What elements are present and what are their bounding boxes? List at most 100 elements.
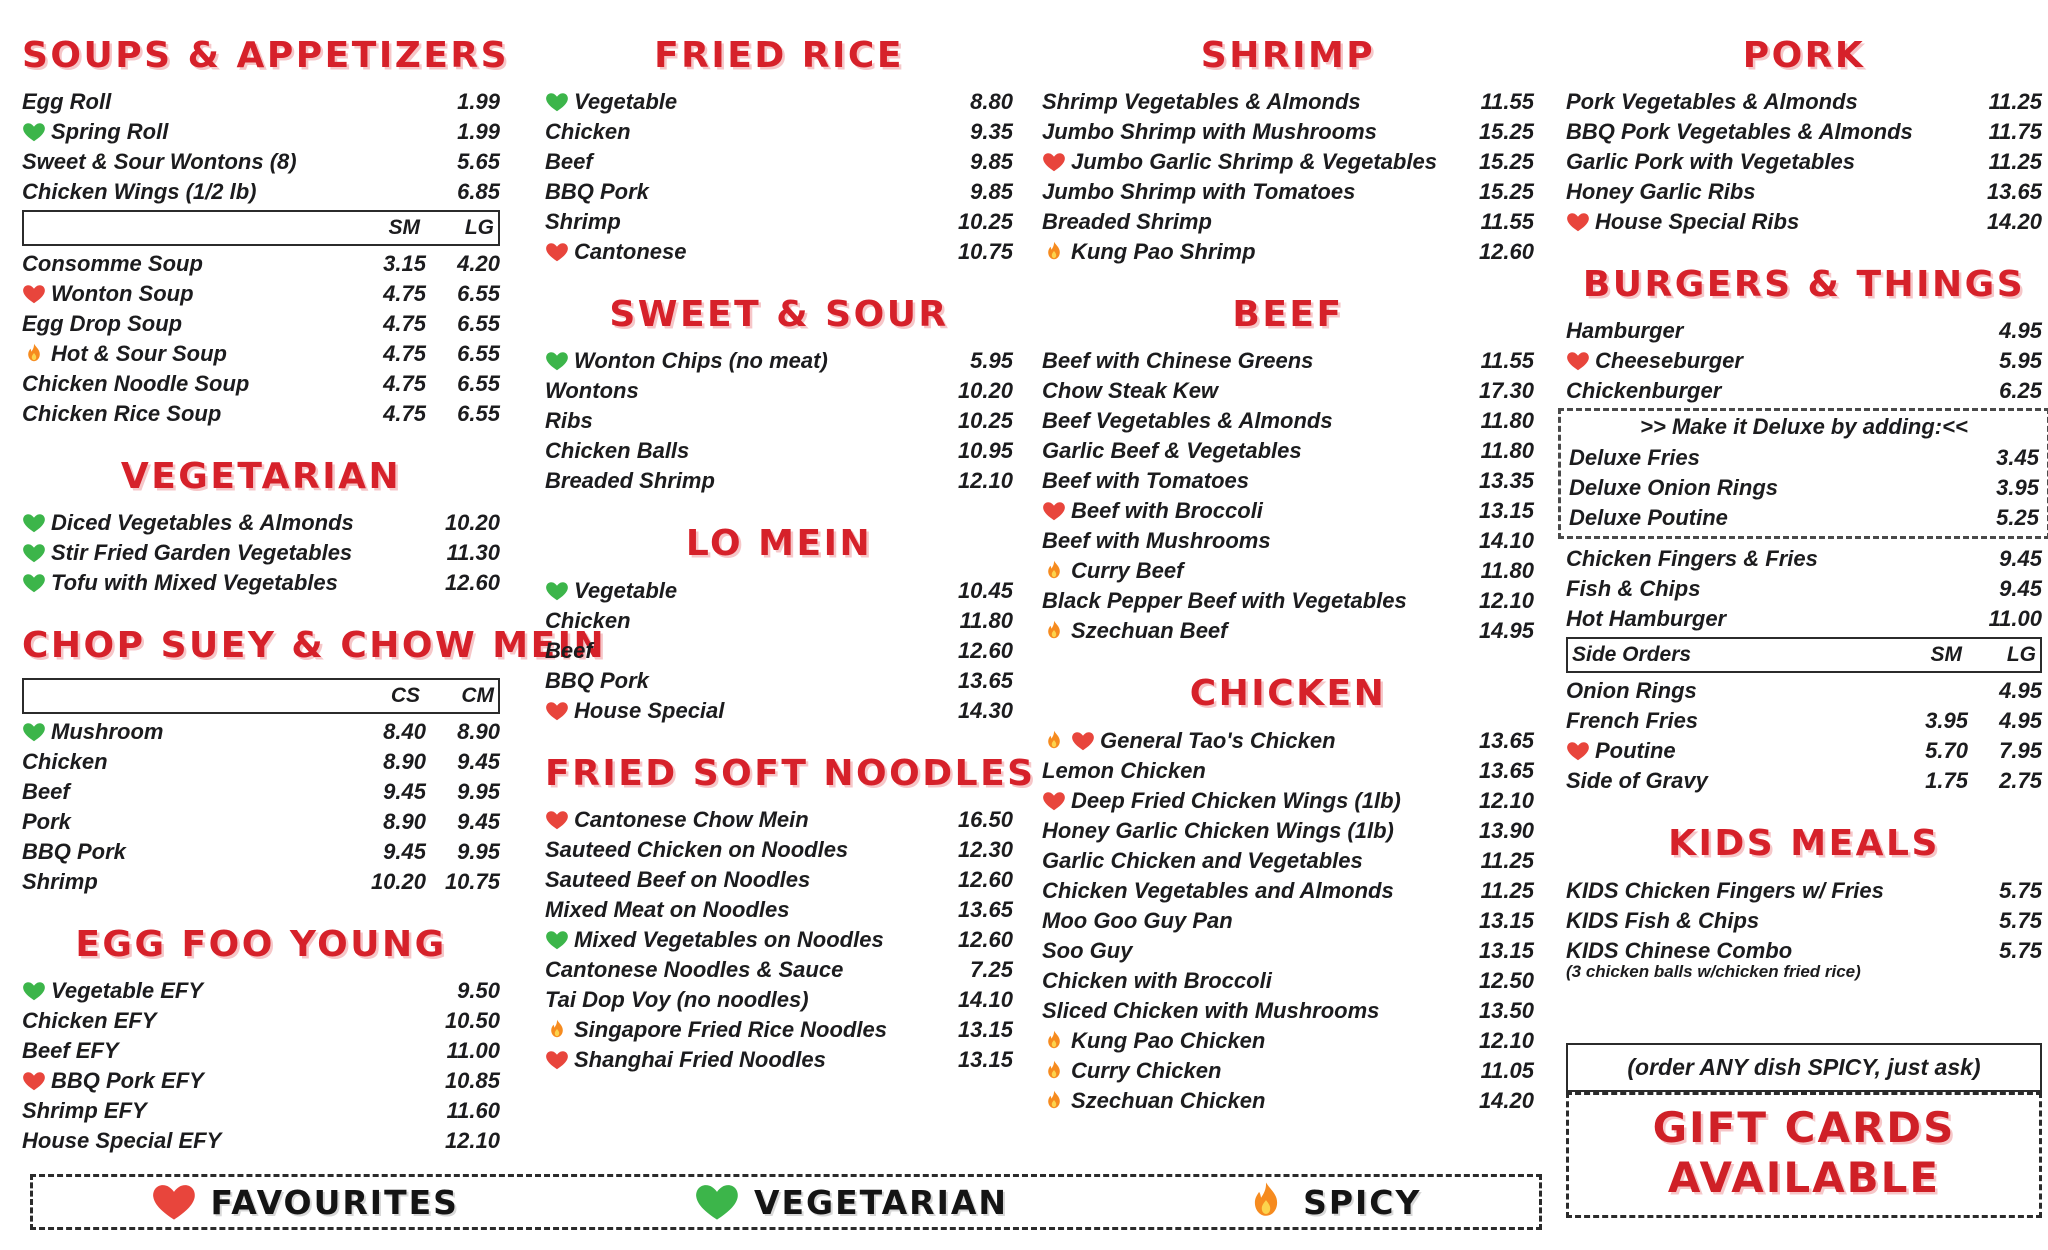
favourite-heart-icon: [1567, 742, 1589, 761]
item-price: 10.45: [957, 577, 1013, 603]
item-name-wrap: KIDS Chicken Fingers w/ Fries: [1566, 876, 1968, 906]
spicy-request-note: (order ANY dish SPICY, just ask): [1566, 1042, 2042, 1092]
item-name-wrap: Poutine: [1595, 736, 1894, 766]
favourite-heart-icon: [1567, 213, 1589, 232]
item-name: Cheeseburger: [1595, 348, 1743, 374]
item-name: Fish & Chips: [1566, 576, 1701, 602]
item-name-wrap: BBQ Pork: [545, 666, 939, 696]
item-name-wrap: Mushroom: [51, 717, 352, 747]
menu-item: Chicken Vegetables and Almonds 11.25: [1042, 876, 1534, 906]
vegetarian-heart-icon: [546, 581, 568, 600]
menu-item: Cheeseburger 5.95: [1566, 346, 2042, 376]
size-column-label: SM: [1930, 643, 1963, 667]
menu-item: Vegetable 10.45: [545, 576, 1013, 606]
item-name: Garlic Chicken and Vegetables: [1042, 847, 1363, 873]
spicy-flame-icon: [1048, 730, 1060, 748]
item-name: Vegetable: [574, 577, 678, 603]
item-name-wrap: Sauteed Chicken on Noodles: [545, 835, 939, 865]
item-price: 13.65: [1986, 179, 2042, 205]
vegetarian-heart-icon: [696, 1185, 738, 1220]
item-price: 9.85: [970, 179, 1013, 205]
section-kids-meals: KIDS MEALS KIDS Chicken Fingers w/ Fries 5…: [1566, 822, 2042, 980]
vegetarian-heart-icon: [23, 574, 45, 593]
section-title: VEGETARIAN: [120, 456, 402, 498]
item-name-wrap: Sliced Chicken with Mushrooms: [1042, 996, 1460, 1026]
item-price: 11.25: [1480, 877, 1534, 903]
item-price: 13.65: [957, 667, 1013, 693]
item-name: Beef with Chinese Greens: [1042, 348, 1314, 374]
item-name: Egg Drop Soup: [22, 311, 183, 337]
item-name: House Special EFY: [22, 1127, 222, 1153]
favourite-heart-icon: [23, 1071, 45, 1090]
section-title: CHOP SUEY & CHOW MEIN: [22, 625, 607, 667]
menu-item: Honey Garlic Ribs 13.65: [1566, 177, 2042, 207]
item-name: Breaded Shrimp: [545, 468, 715, 494]
item-name: Tofu with Mixed Vegetables: [51, 570, 338, 596]
vegetarian-heart-icon: [23, 544, 45, 563]
item-price: 11.55: [1480, 348, 1534, 374]
item-price: 14.10: [957, 986, 1013, 1012]
item-price: 7.95: [1999, 738, 2042, 764]
item-name: KIDS Chicken Fingers w/ Fries: [1566, 877, 1884, 903]
item-name: Hot & Sour Soup: [51, 341, 227, 367]
item-price: 11.30: [446, 540, 500, 566]
vegetarian-heart-icon: [546, 352, 568, 371]
menu-item: Shanghai Fried Noodles 13.15: [545, 1045, 1013, 1075]
item-name: Chicken: [545, 119, 631, 145]
menu-item: Wonton Chips (no meat) 5.95: [545, 346, 1013, 376]
item-price: 13.15: [957, 1016, 1013, 1042]
item-price: 9.95: [457, 838, 500, 864]
menu-item: Vegetable EFY 9.50: [22, 976, 500, 1006]
item-price: 12.30: [957, 836, 1013, 862]
section-title: EGG FOO YOUNG: [75, 923, 447, 965]
menu-item: Hot & Sour Soup 4.75 6.55: [22, 339, 500, 369]
section-title: KIDS MEALS: [1668, 823, 1940, 865]
item-price: 12.60: [957, 637, 1013, 663]
menu-item: Chicken EFY 10.50: [22, 1006, 500, 1036]
item-name-wrap: Vegetable EFY: [51, 976, 426, 1006]
item-price: 6.55: [457, 401, 500, 427]
item-price: 4.75: [383, 401, 426, 427]
item-name-wrap: Wontons: [545, 376, 939, 406]
item-name: Chicken: [545, 607, 631, 633]
menu-item: BBQ Pork 9.85: [545, 177, 1013, 207]
item-name: Pork: [22, 808, 71, 834]
item-price: 12.50: [1478, 967, 1534, 993]
item-price: 13.65: [1478, 757, 1534, 783]
item-name-wrap: Beef with Chinese Greens: [1042, 346, 1460, 376]
item-name: Consomme Soup: [22, 251, 203, 277]
favourite-heart-icon: [546, 1050, 568, 1069]
item-name: Chicken Noodle Soup: [22, 371, 250, 397]
item-price: 11.00: [446, 1037, 500, 1063]
item-price: 17.30: [1478, 378, 1534, 404]
item-price: 5.25: [1996, 505, 2039, 531]
item-price: 9.45: [383, 838, 426, 864]
menu-item: Jumbo Shrimp with Tomatoes 15.25: [1042, 177, 1534, 207]
menu-item: Wonton Soup 4.75 6.55: [22, 279, 500, 309]
item-price: 3.95: [1996, 475, 2039, 501]
item-name-wrap: Beef with Mushrooms: [1042, 526, 1460, 556]
menu-item: Diced Vegetables & Almonds 10.20: [22, 508, 500, 538]
menu-item: Breaded Shrimp 12.10: [545, 466, 1013, 496]
item-price: 10.25: [957, 209, 1013, 235]
favourite-heart-icon: [546, 810, 568, 829]
item-name: Side of Gravy: [1566, 768, 1708, 794]
menu-item: Sweet & Sour Wontons (8) 5.65: [22, 147, 500, 177]
menu-item: Jumbo Garlic Shrimp & Vegetables 15.25: [1042, 147, 1534, 177]
item-price: 6.85: [457, 179, 500, 205]
item-name: Mixed Meat on Noodles: [545, 896, 790, 922]
item-name-wrap: Pork Vegetables & Almonds: [1566, 87, 1968, 117]
item-price: 4.20: [457, 251, 500, 277]
item-name: Sliced Chicken with Mushrooms: [1042, 997, 1380, 1023]
item-price: 4.75: [383, 281, 426, 307]
item-price: 11.25: [1988, 89, 2042, 115]
item-name-wrap: Jumbo Shrimp with Tomatoes: [1042, 177, 1460, 207]
item-price: 4.75: [383, 341, 426, 367]
item-price: 5.65: [457, 149, 500, 175]
item-price: 9.35: [970, 119, 1013, 145]
menu-item: Jumbo Shrimp with Mushrooms 15.25: [1042, 117, 1534, 147]
item-name: Garlic Beef & Vegetables: [1042, 438, 1302, 464]
item-price: 9.95: [457, 778, 500, 804]
menu-item: Szechuan Beef 14.95: [1042, 616, 1534, 646]
menu-item: Consomme Soup 3.15 4.20: [22, 249, 500, 279]
